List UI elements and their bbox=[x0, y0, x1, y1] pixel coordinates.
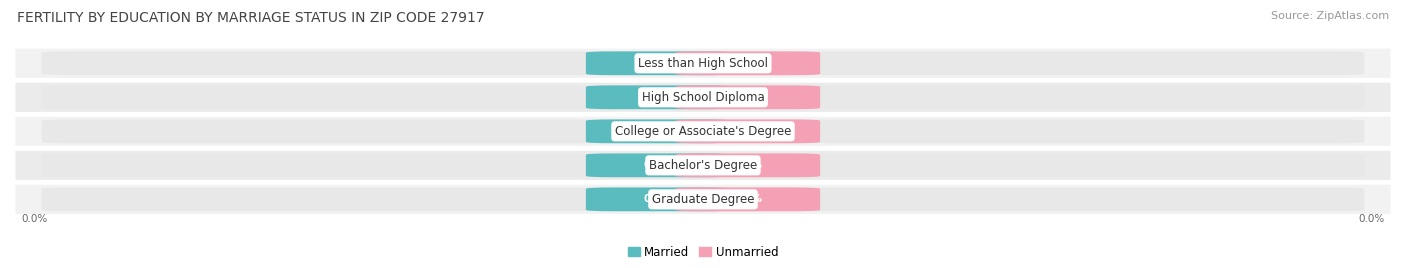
FancyBboxPatch shape bbox=[675, 85, 1364, 109]
Text: 0.0%: 0.0% bbox=[734, 92, 762, 102]
FancyBboxPatch shape bbox=[42, 85, 731, 109]
FancyBboxPatch shape bbox=[14, 183, 1392, 215]
FancyBboxPatch shape bbox=[42, 120, 731, 143]
FancyBboxPatch shape bbox=[42, 187, 731, 211]
FancyBboxPatch shape bbox=[675, 85, 820, 109]
FancyBboxPatch shape bbox=[14, 115, 1392, 147]
Text: 0.0%: 0.0% bbox=[21, 214, 48, 224]
Text: Source: ZipAtlas.com: Source: ZipAtlas.com bbox=[1271, 11, 1389, 21]
Text: 0.0%: 0.0% bbox=[644, 194, 672, 204]
Text: 0.0%: 0.0% bbox=[734, 160, 762, 170]
FancyBboxPatch shape bbox=[586, 153, 731, 177]
Text: 0.0%: 0.0% bbox=[734, 58, 762, 68]
FancyBboxPatch shape bbox=[675, 153, 820, 177]
FancyBboxPatch shape bbox=[675, 120, 1364, 143]
Text: 0.0%: 0.0% bbox=[644, 126, 672, 136]
FancyBboxPatch shape bbox=[675, 187, 820, 211]
FancyBboxPatch shape bbox=[42, 51, 731, 75]
FancyBboxPatch shape bbox=[14, 47, 1392, 79]
FancyBboxPatch shape bbox=[675, 120, 820, 143]
Text: 0.0%: 0.0% bbox=[734, 194, 762, 204]
Text: Graduate Degree: Graduate Degree bbox=[652, 193, 754, 206]
Text: FERTILITY BY EDUCATION BY MARRIAGE STATUS IN ZIP CODE 27917: FERTILITY BY EDUCATION BY MARRIAGE STATU… bbox=[17, 11, 485, 25]
Text: 0.0%: 0.0% bbox=[644, 58, 672, 68]
Text: 0.0%: 0.0% bbox=[644, 92, 672, 102]
Text: Bachelor's Degree: Bachelor's Degree bbox=[650, 159, 756, 172]
FancyBboxPatch shape bbox=[675, 153, 1364, 177]
FancyBboxPatch shape bbox=[586, 120, 731, 143]
FancyBboxPatch shape bbox=[586, 51, 731, 75]
FancyBboxPatch shape bbox=[14, 81, 1392, 113]
FancyBboxPatch shape bbox=[586, 187, 731, 211]
Text: High School Diploma: High School Diploma bbox=[641, 91, 765, 104]
FancyBboxPatch shape bbox=[675, 51, 820, 75]
FancyBboxPatch shape bbox=[42, 153, 731, 177]
FancyBboxPatch shape bbox=[14, 149, 1392, 181]
Text: 0.0%: 0.0% bbox=[1358, 214, 1385, 224]
FancyBboxPatch shape bbox=[586, 85, 731, 109]
FancyBboxPatch shape bbox=[675, 187, 1364, 211]
Text: 0.0%: 0.0% bbox=[644, 160, 672, 170]
Text: Less than High School: Less than High School bbox=[638, 57, 768, 70]
FancyBboxPatch shape bbox=[675, 51, 1364, 75]
Text: 0.0%: 0.0% bbox=[734, 126, 762, 136]
Text: College or Associate's Degree: College or Associate's Degree bbox=[614, 125, 792, 138]
Legend: Married, Unmarried: Married, Unmarried bbox=[623, 241, 783, 263]
